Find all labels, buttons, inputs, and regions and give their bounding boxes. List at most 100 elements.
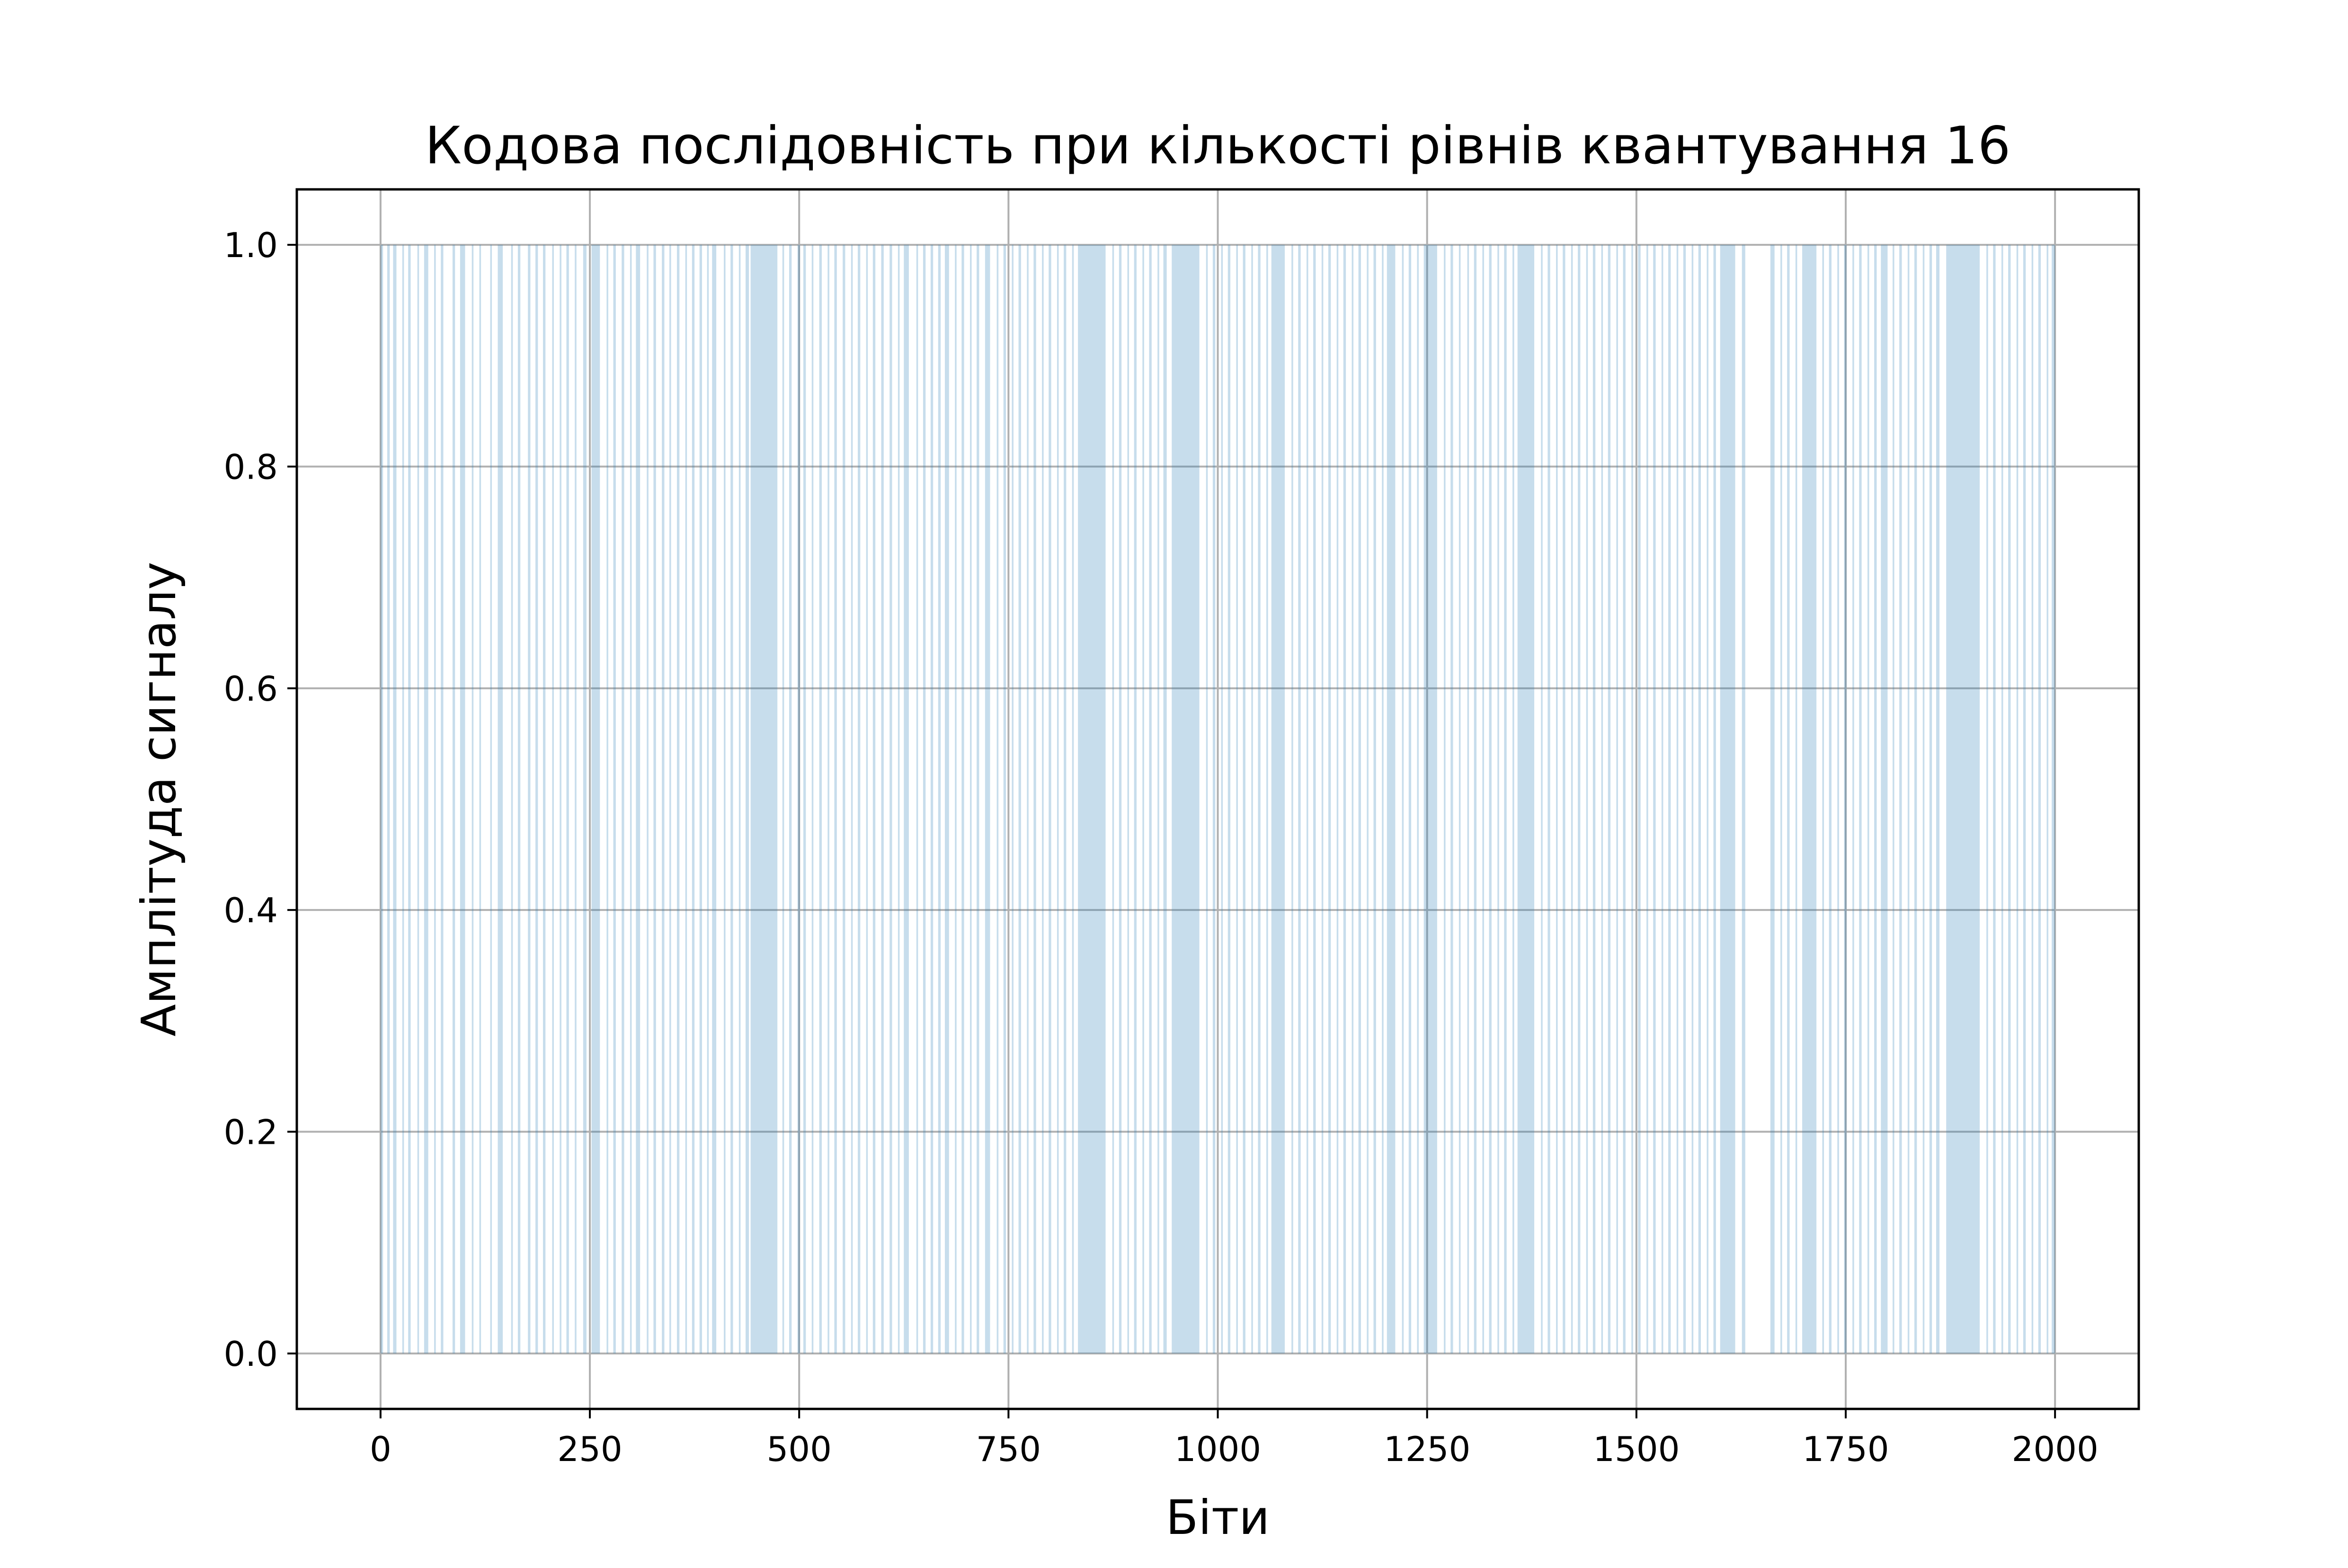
signal-segment — [1986, 245, 1988, 1354]
signal-segment — [676, 245, 680, 1354]
signal-segment — [1467, 245, 1469, 1354]
signal-segment — [1907, 245, 1910, 1354]
signal-segment — [1683, 245, 1686, 1354]
signal-segment — [1306, 245, 1308, 1354]
signal-segment — [881, 245, 884, 1354]
signal-segment — [745, 245, 749, 1354]
signal-segment — [1313, 245, 1316, 1354]
signal-segment — [1586, 245, 1588, 1354]
signal-segment — [904, 245, 909, 1354]
signal-segment — [1571, 245, 1573, 1354]
signal-segment — [1072, 245, 1074, 1354]
signal-segment — [1444, 245, 1446, 1354]
signal-segment — [1033, 245, 1036, 1354]
signal-segment — [402, 245, 404, 1354]
signal-segment — [583, 245, 587, 1354]
signal-segment — [1003, 245, 1006, 1354]
signal-segment — [699, 245, 703, 1354]
signal-segment — [923, 245, 926, 1354]
signal-segment — [2046, 245, 2048, 1354]
signal-segment — [535, 245, 538, 1354]
signal-segment — [712, 245, 717, 1354]
signal-segment — [724, 245, 726, 1354]
signal-segment — [1852, 245, 1854, 1354]
signal-segment — [1653, 245, 1656, 1354]
signal-segment — [511, 245, 513, 1354]
y-tick-label: 0.0 — [223, 1334, 278, 1374]
signal-segment — [1474, 245, 1477, 1354]
signal-segment — [1027, 245, 1029, 1354]
signal-segment — [750, 245, 778, 1354]
x-tick-label: 750 — [976, 1429, 1041, 1469]
signal-segment — [730, 245, 733, 1354]
y-tick-label: 0.4 — [223, 891, 278, 930]
signal-segment — [1482, 245, 1484, 1354]
signal-segment — [1142, 245, 1144, 1354]
signal-segment — [1623, 245, 1626, 1354]
signal-segment — [1127, 245, 1130, 1354]
signal-segment — [1646, 245, 1648, 1354]
signal-segment — [575, 245, 577, 1354]
signal-segment — [1770, 245, 1775, 1354]
signal-segment — [1343, 245, 1346, 1354]
signal-segment — [2023, 245, 2026, 1354]
signal-segment — [1638, 245, 1641, 1354]
signal-segment — [1946, 245, 1980, 1354]
signal-segment — [1698, 245, 1701, 1354]
signal-segment — [738, 245, 741, 1354]
ticks: 0 250 500 750 1000 1250 1500 1750 2000 0.0 0.2 0.4 0… — [223, 225, 2098, 1469]
signal-segment — [1057, 245, 1059, 1354]
signal-segment — [630, 245, 632, 1354]
signal-segment — [1402, 245, 1404, 1354]
signal-segment — [1266, 245, 1268, 1354]
signal-segment — [622, 245, 624, 1354]
signal-segment — [707, 245, 709, 1354]
x-tick-label: 2000 — [2012, 1429, 2099, 1469]
signal-segment — [1601, 245, 1603, 1354]
signal-segment — [898, 245, 900, 1354]
signal-segment — [517, 245, 521, 1354]
signal-segment — [1578, 245, 1581, 1354]
signal-segment — [1504, 245, 1507, 1354]
x-tick-label: 250 — [557, 1429, 622, 1469]
signal-segment — [1049, 245, 1051, 1354]
signal-segment — [1922, 245, 1925, 1354]
signal-segment — [528, 245, 531, 1354]
signal-segment — [1802, 245, 1817, 1354]
signal-segment — [955, 245, 957, 1354]
signal-segment — [1616, 245, 1618, 1354]
signal-segment — [2008, 245, 2011, 1354]
signal-segment — [1859, 245, 1862, 1354]
signal-segment — [566, 245, 569, 1354]
signal-segment — [1668, 245, 1671, 1354]
signal-segment — [1899, 245, 1902, 1354]
signal-segment — [1867, 245, 1869, 1354]
signal-segment — [1408, 245, 1412, 1354]
signal-segment — [591, 245, 600, 1354]
signal-segment — [441, 245, 444, 1354]
signal-segment — [1018, 245, 1021, 1354]
signal-segment — [1993, 245, 1996, 1354]
x-tick-label: 1750 — [1802, 1429, 1889, 1469]
signal-segment — [1119, 245, 1122, 1354]
signal-segment — [653, 245, 656, 1354]
signal-segment — [460, 245, 465, 1354]
signal-segment — [1149, 245, 1152, 1354]
signal-segment — [692, 245, 695, 1354]
signal-segment — [471, 245, 474, 1354]
signal-segment — [803, 245, 806, 1354]
chart-title: Кодова послідовність при кількості рівні… — [425, 116, 2010, 176]
signal-segment — [1893, 245, 1894, 1354]
signal-segment — [930, 245, 934, 1354]
signal-segment — [1914, 245, 1917, 1354]
signal-segment — [2016, 245, 2019, 1354]
signal-segment — [1548, 245, 1550, 1354]
signal-segment — [1512, 245, 1514, 1354]
signal-segment — [1795, 245, 1797, 1354]
signal-segment — [1078, 245, 1106, 1354]
signal-segment — [2001, 245, 2003, 1354]
signal-segment — [1172, 245, 1200, 1354]
signal-segment — [1236, 245, 1238, 1354]
signal-segment — [1321, 245, 1324, 1354]
signal-segment — [944, 245, 949, 1354]
